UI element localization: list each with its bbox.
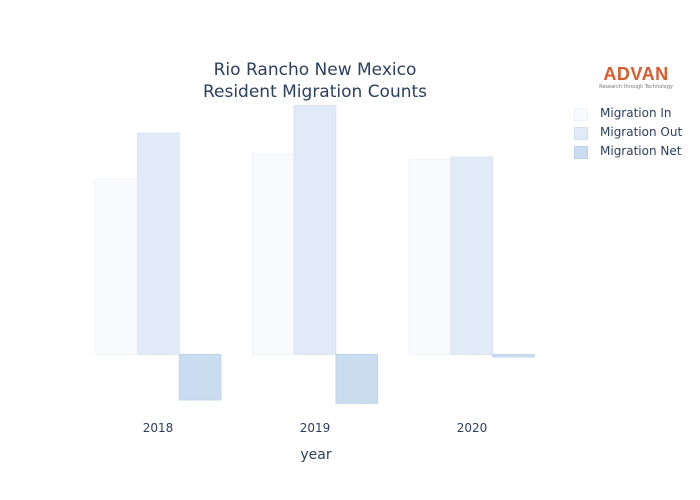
x-axis-title: year <box>300 447 332 463</box>
legend-swatch <box>574 108 588 121</box>
bar-migration-net-2019[interactable] <box>335 353 379 404</box>
bar-migration-net-2020[interactable] <box>492 353 535 358</box>
bar-migration-out-2018[interactable] <box>137 132 180 355</box>
legend-label: Migration Out <box>600 125 683 139</box>
bar-migration-net-2018[interactable] <box>178 353 222 401</box>
legend-swatch <box>574 146 588 159</box>
chart-title-line-2: Resident Migration Counts <box>202 82 428 102</box>
bar-migration-in-2018[interactable] <box>95 178 138 355</box>
bar-migration-in-2019[interactable] <box>251 153 295 355</box>
chart-title-line-1: Rio Rancho New Mexico <box>213 60 417 80</box>
advan-logo: ADVAN Research through Technology <box>588 64 684 94</box>
bar-migration-in-2020[interactable] <box>408 159 452 355</box>
x-tick-label: 2019 <box>299 421 331 435</box>
x-tick-label: 2018 <box>142 421 174 435</box>
legend-swatch <box>574 127 588 140</box>
bar-migration-out-2019[interactable] <box>293 104 337 355</box>
legend-label: Migration In <box>600 106 672 120</box>
logo-wordmark: ADVAN <box>603 64 669 84</box>
legend-label: Migration Net <box>600 144 682 158</box>
bar-migration-out-2020[interactable] <box>450 156 493 355</box>
logo-tagline: Research through Technology <box>599 84 673 90</box>
x-tick-label: 2020 <box>456 421 488 435</box>
